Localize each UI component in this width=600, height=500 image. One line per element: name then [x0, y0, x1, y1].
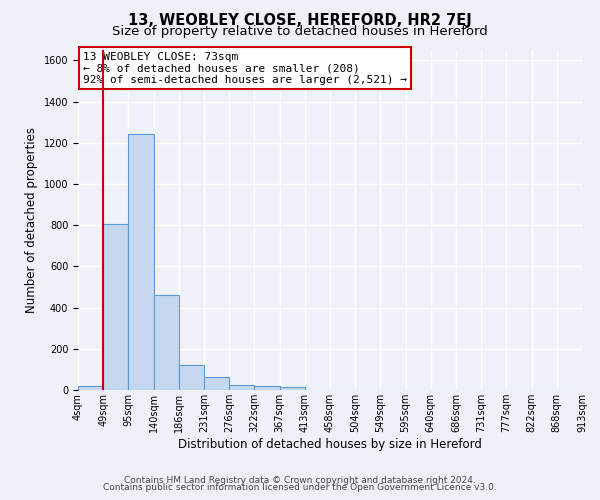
Y-axis label: Number of detached properties: Number of detached properties	[25, 127, 38, 313]
Bar	[154, 295, 179, 390]
X-axis label: Distribution of detached houses by size in Hereford: Distribution of detached houses by size …	[178, 438, 482, 451]
Bar	[128, 134, 154, 390]
Bar	[179, 366, 204, 390]
Bar	[103, 224, 128, 390]
Bar	[204, 376, 229, 390]
Text: Contains public sector information licensed under the Open Government Licence v3: Contains public sector information licen…	[103, 484, 497, 492]
Bar	[229, 385, 254, 390]
Bar	[254, 386, 280, 390]
Text: Contains HM Land Registry data © Crown copyright and database right 2024.: Contains HM Land Registry data © Crown c…	[124, 476, 476, 485]
Text: 13, WEOBLEY CLOSE, HEREFORD, HR2 7EJ: 13, WEOBLEY CLOSE, HEREFORD, HR2 7EJ	[128, 12, 472, 28]
Text: Size of property relative to detached houses in Hereford: Size of property relative to detached ho…	[112, 25, 488, 38]
Bar	[280, 387, 305, 390]
Text: 13 WEOBLEY CLOSE: 73sqm
← 8% of detached houses are smaller (208)
92% of semi-de: 13 WEOBLEY CLOSE: 73sqm ← 8% of detached…	[83, 52, 407, 85]
Bar	[78, 386, 103, 390]
